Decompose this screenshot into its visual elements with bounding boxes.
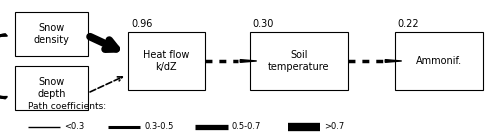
- FancyBboxPatch shape: [128, 32, 205, 90]
- Polygon shape: [0, 34, 8, 36]
- Text: Snow
depth: Snow depth: [37, 77, 66, 99]
- Text: Ammonif.: Ammonif.: [416, 56, 462, 66]
- Text: >0.7: >0.7: [324, 122, 344, 131]
- Text: <0.3: <0.3: [64, 122, 84, 131]
- Polygon shape: [385, 60, 402, 62]
- Text: 0.30: 0.30: [252, 19, 274, 29]
- Text: Soil
temperature: Soil temperature: [268, 50, 330, 72]
- Text: 0.96: 0.96: [131, 19, 152, 29]
- Text: Path coefficients:: Path coefficients:: [28, 102, 106, 111]
- Text: Snow
density: Snow density: [34, 23, 69, 45]
- Polygon shape: [0, 97, 8, 99]
- Text: Heat flow
k/dZ: Heat flow k/dZ: [143, 50, 190, 72]
- Polygon shape: [240, 60, 256, 62]
- FancyBboxPatch shape: [15, 12, 88, 56]
- FancyBboxPatch shape: [250, 32, 348, 90]
- FancyBboxPatch shape: [15, 66, 88, 110]
- Text: 0.22: 0.22: [398, 19, 419, 29]
- Text: 0.3-0.5: 0.3-0.5: [144, 122, 174, 131]
- Text: 0.5-0.7: 0.5-0.7: [232, 122, 261, 131]
- FancyBboxPatch shape: [395, 32, 482, 90]
